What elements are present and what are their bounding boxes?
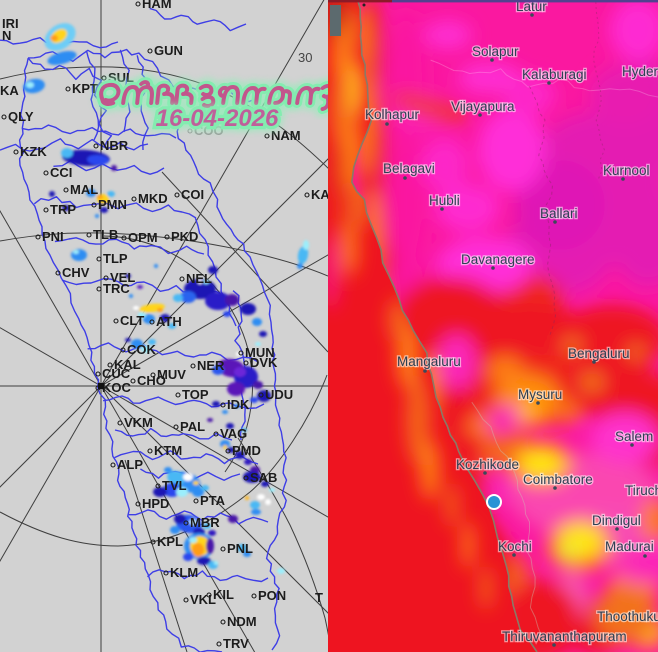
svg-text:Davanagere: Davanagere	[461, 252, 535, 267]
svg-text:NBR: NBR	[100, 138, 129, 153]
svg-text:VKM: VKM	[124, 415, 153, 430]
svg-text:NEL: NEL	[186, 271, 212, 286]
svg-text:PTA: PTA	[200, 493, 226, 508]
svg-text:MUN: MUN	[245, 345, 275, 360]
svg-text:IDK: IDK	[227, 397, 250, 412]
svg-text:N: N	[2, 28, 11, 43]
svg-text:KTM: KTM	[154, 443, 182, 458]
svg-text:Thiruvananthapuram: Thiruvananthapuram	[502, 629, 627, 644]
svg-text:PNI: PNI	[42, 229, 64, 244]
svg-text:Mysuru: Mysuru	[518, 387, 562, 402]
svg-text:QLY: QLY	[8, 109, 34, 124]
svg-text:NDM: NDM	[227, 614, 257, 629]
svg-text:Vijayapura: Vijayapura	[451, 99, 515, 114]
svg-text:PAL: PAL	[180, 419, 205, 434]
svg-text:Dindigul: Dindigul	[592, 513, 641, 528]
svg-text:Ballari: Ballari	[540, 206, 578, 221]
svg-text:30: 30	[298, 50, 312, 65]
svg-text:MUV: MUV	[157, 367, 186, 382]
svg-text:TRC: TRC	[103, 281, 130, 296]
svg-text:KLM: KLM	[170, 565, 198, 580]
svg-text:KIL: KIL	[213, 587, 234, 602]
svg-text:Madurai: Madurai	[605, 539, 654, 554]
svg-text:TLP: TLP	[103, 251, 128, 266]
svg-text:ALP: ALP	[117, 457, 143, 472]
svg-text:TVL: TVL	[162, 478, 187, 493]
svg-text:Kochi: Kochi	[498, 539, 532, 554]
svg-text:COO: COO	[194, 123, 224, 138]
svg-text:CCI: CCI	[50, 165, 72, 180]
svg-text:VKL: VKL	[190, 592, 216, 607]
svg-text:KA: KA	[0, 83, 19, 98]
svg-text:16-04-2026: 16-04-2026	[156, 105, 279, 132]
svg-text:HAM: HAM	[142, 0, 172, 11]
svg-text:MKD: MKD	[138, 191, 168, 206]
svg-text:TOP: TOP	[182, 387, 209, 402]
svg-text:Bengaluru: Bengaluru	[568, 346, 630, 361]
svg-text:IRI: IRI	[2, 16, 19, 31]
svg-text:Latur: Latur	[516, 0, 547, 14]
svg-text:CHO: CHO	[137, 373, 166, 388]
svg-text:Salem: Salem	[615, 429, 653, 444]
svg-text:KPT: KPT	[72, 81, 98, 96]
svg-text:CLT: CLT	[120, 313, 144, 328]
svg-text:Solapur: Solapur	[472, 44, 519, 59]
svg-text:KOC: KOC	[102, 380, 132, 395]
svg-text:Tiruch: Tiruch	[625, 483, 658, 498]
svg-text:SAB: SAB	[250, 470, 277, 485]
svg-text:GUN: GUN	[154, 43, 183, 58]
svg-text:Kolhapur: Kolhapur	[365, 107, 420, 122]
svg-text:NER: NER	[197, 358, 225, 373]
svg-text:UDU: UDU	[265, 387, 293, 402]
svg-text:16-04-2026: 16-04-2026	[156, 105, 279, 132]
svg-text:VEL: VEL	[110, 270, 135, 285]
svg-text:Mangaluru: Mangaluru	[397, 354, 461, 369]
svg-text:PMN: PMN	[98, 197, 127, 212]
svg-text:Belagavi: Belagavi	[383, 161, 435, 176]
svg-text:CHV: CHV	[62, 265, 90, 280]
svg-text:Coimbatore: Coimbatore	[523, 472, 593, 487]
svg-text:NAM: NAM	[271, 128, 301, 143]
svg-text:MBR: MBR	[190, 515, 220, 530]
svg-text:TLB: TLB	[93, 227, 118, 242]
svg-text:KPL: KPL	[157, 534, 183, 549]
svg-text:OPM: OPM	[128, 230, 158, 245]
svg-text:Thoothukud: Thoothukud	[597, 609, 658, 624]
svg-text:PON: PON	[258, 588, 286, 603]
svg-text:TRP: TRP	[50, 202, 76, 217]
svg-text:KA: KA	[311, 187, 330, 202]
svg-text:Hyderab: Hyderab	[622, 64, 658, 79]
svg-text:MAL: MAL	[70, 182, 98, 197]
svg-text:CUC: CUC	[102, 366, 131, 381]
svg-text:TRV: TRV	[223, 636, 249, 651]
svg-text:COI: COI	[181, 187, 204, 202]
svg-text:Hubli: Hubli	[429, 193, 460, 208]
svg-text:PMD: PMD	[232, 443, 261, 458]
svg-text:KZK: KZK	[20, 144, 47, 159]
svg-text:DVK: DVK	[250, 355, 278, 370]
svg-text:PKD: PKD	[171, 229, 198, 244]
svg-text:PNL: PNL	[227, 541, 253, 556]
svg-text:Kozhikode: Kozhikode	[456, 457, 519, 472]
svg-text:T: T	[315, 590, 323, 605]
svg-text:KAL: KAL	[114, 357, 141, 372]
svg-text:VAG: VAG	[220, 426, 247, 441]
svg-text:Kurnool: Kurnool	[603, 163, 650, 178]
svg-text:ATH: ATH	[156, 314, 182, 329]
svg-text:Kalaburagi: Kalaburagi	[522, 67, 587, 82]
svg-text:HPD: HPD	[142, 496, 169, 511]
svg-text:16-04-2026: 16-04-2026	[156, 105, 279, 132]
svg-text:COK: COK	[127, 342, 157, 357]
